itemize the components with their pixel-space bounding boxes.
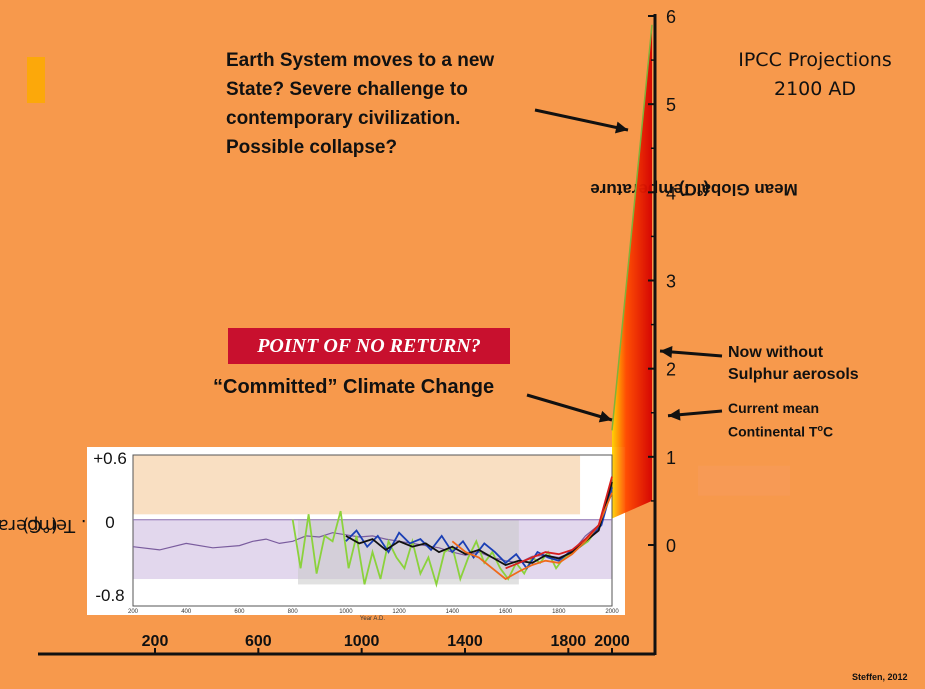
series-line-5 — [505, 476, 613, 570]
right-tick-label-3: 3 — [666, 272, 676, 292]
arrow-committed-shaft — [526, 393, 613, 422]
x-tick-label-1400: 1400 — [447, 633, 483, 650]
inset-x-axis-label: Year A.D. — [360, 616, 385, 622]
x-tick-label-2000: 2000 — [594, 633, 630, 650]
series-line-3 — [345, 481, 613, 566]
earth-system-text: Earth System moves to a new State? Sever… — [226, 50, 495, 158]
right-tick-label-5: 5 — [666, 95, 676, 115]
x-tick-label-1800: 1800 — [551, 633, 587, 650]
inset-x-tick-label-1400: 1400 — [446, 609, 460, 615]
arrow-current-head — [668, 408, 681, 421]
right-tick-label-6: 6 — [666, 7, 676, 27]
current-label-prefix: Current mean Continental T — [728, 400, 820, 440]
now-without-aerosols-label: Now without Sulphur aerosols — [728, 344, 859, 383]
x-tick-label-1000: 1000 — [344, 633, 380, 650]
inset-x-tick-label-1200: 1200 — [392, 609, 406, 615]
faint-box — [698, 465, 790, 496]
arrow-committed-head — [598, 410, 612, 423]
inset-x-tick-label-2000: 2000 — [605, 609, 619, 615]
right-tick-label-4: 4 — [666, 183, 676, 203]
series-line-4 — [451, 492, 613, 581]
inset-x-tick-label-800: 800 — [288, 609, 299, 615]
right-tick-label-1: 1 — [666, 448, 676, 468]
left-tick-label-+0.6: +0.6 — [93, 449, 127, 468]
inset-x-tick-label-1800: 1800 — [552, 609, 566, 615]
inset-x-tick-label-400: 400 — [181, 609, 192, 615]
inset-x-tick-label-1000: 1000 — [339, 609, 353, 615]
committed-climate-change-label: “Committed” Climate Change — [213, 376, 495, 398]
current-label-suffix: C — [822, 423, 834, 440]
projection-wedge — [612, 24, 652, 519]
arrow-earth-system-shaft — [534, 108, 629, 132]
arrow-now-head — [660, 346, 673, 358]
wedge-upper-edge — [611, 24, 653, 431]
right-tick-label-0: 0 — [666, 536, 676, 556]
credit: Steffen, 2012 — [852, 672, 908, 682]
accent-bar — [27, 57, 45, 103]
current-continental-label: Current mean Continental ToC — [728, 398, 833, 442]
ipcc-projections-label: IPCC Projections 2100 AD — [738, 49, 892, 100]
current-label-sup: o — [817, 423, 823, 433]
inset-frame — [132, 454, 613, 607]
peach-band — [133, 455, 581, 515]
point-of-no-return-banner: POINT OF NO RETURN? — [228, 328, 510, 364]
inset-x-tick-label-600: 600 — [234, 609, 245, 615]
arrow-earth-system-head — [615, 121, 628, 134]
right-tick-label-2: 2 — [666, 360, 676, 380]
x-tick-label-600: 600 — [245, 633, 272, 650]
left-tick-label--0.8: -0.8 — [95, 586, 124, 605]
inset-x-tick-label-200: 200 — [128, 609, 139, 615]
inset-x-tick-label-1600: 1600 — [499, 609, 513, 615]
left-tick-label-0: 0 — [105, 513, 114, 532]
x-tick-label-200: 200 — [142, 633, 169, 650]
